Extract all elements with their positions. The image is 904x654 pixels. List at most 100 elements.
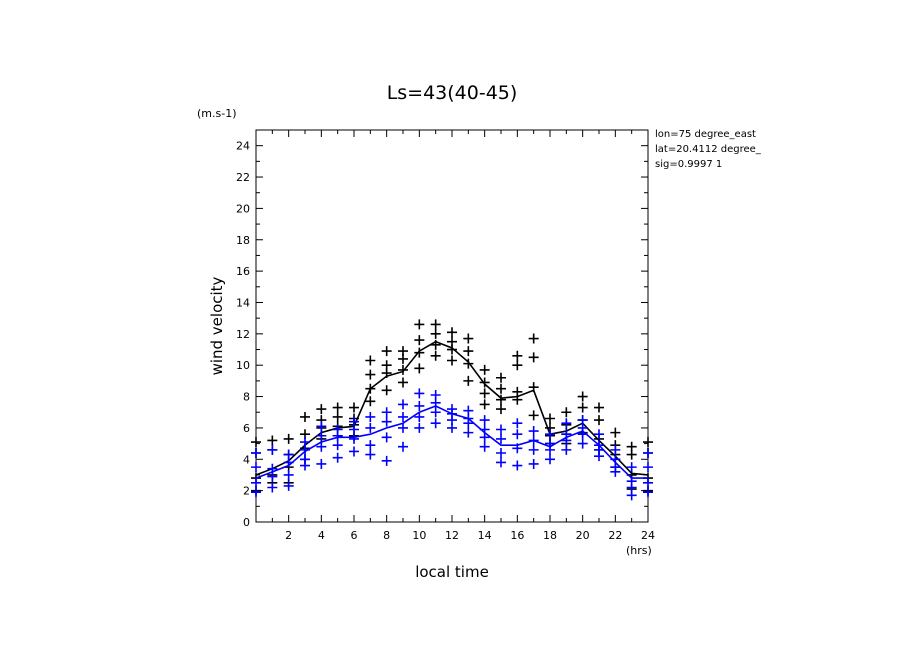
data-point — [316, 430, 327, 441]
data-point — [447, 355, 457, 366]
chart-title: Ls=43(40-45) — [387, 82, 518, 104]
y-tick-label: 22 — [236, 171, 250, 184]
series-mean-line — [255, 405, 648, 479]
data-point — [398, 353, 408, 364]
x-tick-label: 12 — [445, 529, 459, 542]
data-point — [414, 319, 425, 330]
y-tick-label: 10 — [236, 359, 250, 372]
data-point — [528, 352, 539, 363]
info-lon: lon=75 degree_east — [655, 129, 756, 140]
data-point — [610, 427, 621, 438]
data-point — [610, 466, 621, 477]
data-point — [447, 327, 457, 338]
data-point — [316, 458, 327, 469]
data-point — [251, 487, 261, 498]
x-tick-label: 16 — [510, 529, 524, 542]
data-point — [643, 462, 653, 473]
data-point — [463, 333, 474, 344]
data-point — [430, 328, 441, 339]
data-point — [267, 435, 278, 446]
data-point — [251, 437, 261, 448]
data-point — [512, 360, 523, 371]
data-point — [267, 482, 278, 493]
data-point — [398, 441, 408, 452]
plot-frame — [255, 129, 649, 523]
data-point — [626, 490, 637, 501]
data-point — [398, 364, 408, 375]
data-point — [365, 369, 376, 380]
data-point — [479, 388, 490, 399]
data-point — [381, 455, 392, 466]
x-tick-label: 10 — [412, 529, 426, 542]
data-point — [512, 418, 523, 429]
data-point — [577, 391, 588, 402]
y-tick-label: 20 — [236, 202, 250, 215]
data-point — [643, 437, 653, 448]
data-point — [381, 346, 392, 357]
data-point — [300, 460, 310, 471]
y-tick-label: 4 — [243, 453, 250, 466]
data-point — [463, 358, 474, 369]
data-point — [365, 449, 376, 460]
data-point — [398, 422, 408, 433]
x-tick-label: 4 — [318, 529, 325, 542]
y-tick-label: 6 — [243, 422, 250, 435]
data-point — [479, 415, 490, 426]
info-sig: sig=0.9997 1 — [655, 159, 722, 170]
data-point — [398, 377, 408, 388]
data-point — [430, 350, 441, 361]
x-tick-label: 2 — [285, 529, 292, 542]
data-point — [398, 411, 408, 422]
x-tick-label: 18 — [543, 529, 557, 542]
data-point — [414, 400, 425, 411]
data-point — [447, 344, 457, 355]
data-point — [643, 487, 653, 498]
data-point — [300, 411, 310, 422]
data-point — [545, 413, 555, 424]
data-point — [251, 462, 261, 473]
data-point — [332, 452, 343, 463]
data-point — [479, 432, 490, 443]
data-point — [528, 333, 539, 344]
data-point — [528, 458, 539, 469]
data-point — [283, 433, 294, 444]
data-point — [479, 399, 490, 410]
data-point — [414, 388, 425, 399]
y-tick-label: 12 — [236, 328, 250, 341]
data-point — [349, 424, 359, 435]
data-point — [316, 441, 327, 452]
data-point — [332, 411, 343, 422]
data-point — [365, 396, 376, 407]
data-point — [479, 364, 490, 375]
data-point — [365, 422, 376, 433]
data-point — [414, 347, 425, 358]
data-point — [479, 441, 490, 452]
x-axis-label: local time — [415, 563, 489, 581]
data-point — [496, 404, 506, 415]
x-tick-label: 20 — [576, 529, 590, 542]
data-point — [561, 418, 572, 429]
data-point — [381, 432, 392, 443]
data-point — [496, 394, 506, 405]
data-point — [365, 355, 376, 366]
data-point — [381, 385, 392, 396]
data-point — [381, 416, 392, 427]
info-lat: lat=20.4112 degree_ — [655, 144, 762, 155]
data-point — [447, 422, 457, 433]
data-point — [626, 449, 637, 460]
data-point — [463, 346, 474, 357]
data-point — [512, 460, 523, 471]
data-point — [512, 429, 523, 440]
data-point — [349, 433, 359, 444]
data-point — [332, 430, 343, 441]
data-point — [349, 446, 359, 457]
series-1 — [251, 388, 653, 501]
data-point — [561, 444, 572, 455]
data-point — [414, 363, 425, 374]
y-tick-label: 14 — [236, 296, 250, 309]
data-point — [414, 422, 425, 433]
data-point — [594, 402, 604, 413]
data-point — [594, 451, 604, 462]
x-tick-label: 8 — [383, 529, 390, 542]
